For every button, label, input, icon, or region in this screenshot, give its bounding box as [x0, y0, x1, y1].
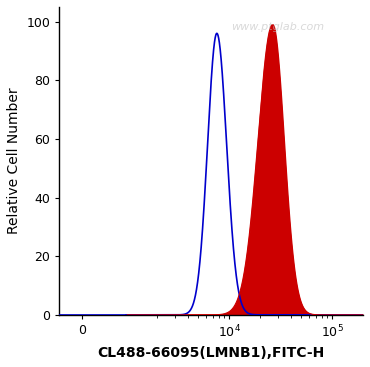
Y-axis label: Relative Cell Number: Relative Cell Number [7, 88, 21, 234]
X-axis label: CL488-66095(LMNB1),FITC-H: CL488-66095(LMNB1),FITC-H [98, 346, 325, 360]
Text: www.ptglab.com: www.ptglab.com [232, 22, 324, 32]
